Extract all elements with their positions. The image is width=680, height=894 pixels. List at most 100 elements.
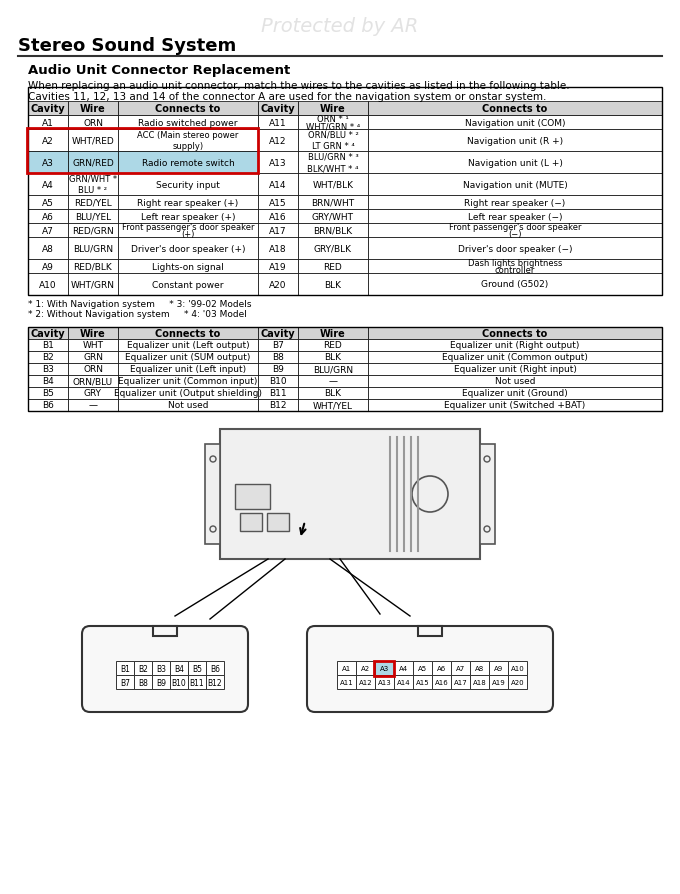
Text: Equalizer unit (Output shielding): Equalizer unit (Output shielding): [114, 389, 262, 398]
Text: RED: RED: [324, 262, 342, 271]
Text: B5: B5: [192, 663, 202, 673]
Bar: [28, 260, 68, 274]
Bar: [298, 152, 368, 173]
Text: Constant power: Constant power: [152, 280, 224, 289]
Text: B7: B7: [272, 342, 284, 350]
Text: Navigation unit (MUTE): Navigation unit (MUTE): [462, 181, 567, 190]
Bar: [258, 173, 298, 196]
Text: A10: A10: [39, 280, 57, 289]
Text: A16: A16: [435, 679, 448, 685]
Bar: [188, 662, 206, 675]
Text: LT GRN * ⁴: LT GRN * ⁴: [311, 142, 354, 151]
Bar: [258, 340, 298, 351]
Circle shape: [412, 477, 448, 512]
Text: A3: A3: [42, 158, 54, 167]
Bar: [258, 210, 298, 224]
Text: A14: A14: [269, 181, 287, 190]
Bar: [298, 400, 368, 411]
Bar: [118, 173, 258, 196]
Bar: [68, 364, 118, 375]
Bar: [118, 375, 258, 388]
Bar: [28, 364, 68, 375]
Bar: [28, 210, 68, 224]
Bar: [118, 388, 258, 400]
Bar: [413, 662, 432, 675]
Text: B6: B6: [210, 663, 220, 673]
Text: A11: A11: [269, 118, 287, 127]
Text: BLU/GRN * ³: BLU/GRN * ³: [307, 153, 358, 162]
Bar: [368, 210, 662, 224]
Bar: [337, 675, 356, 689]
Bar: [28, 173, 68, 196]
Text: A10: A10: [511, 665, 524, 671]
Text: Cavity: Cavity: [260, 329, 295, 339]
Text: BRN/BLK: BRN/BLK: [313, 226, 352, 235]
Text: GRN/WHT *: GRN/WHT *: [69, 175, 117, 184]
Text: RED/YEL: RED/YEL: [74, 198, 112, 207]
Text: B6: B6: [42, 401, 54, 410]
Bar: [68, 173, 118, 196]
Text: B8: B8: [272, 353, 284, 362]
Bar: [375, 662, 394, 675]
Text: Security input: Security input: [156, 181, 220, 190]
Bar: [28, 388, 68, 400]
Text: Equalizer unit (Ground): Equalizer unit (Ground): [462, 389, 568, 398]
Text: When replacing an audio unit connector, match the wires to the cavities as liste: When replacing an audio unit connector, …: [28, 81, 570, 91]
Text: B10: B10: [171, 678, 186, 687]
Text: Navigation unit (COM): Navigation unit (COM): [464, 118, 565, 127]
Text: Navigation unit (R +): Navigation unit (R +): [467, 137, 563, 146]
Bar: [116, 662, 134, 675]
Text: Audio Unit Connector Replacement: Audio Unit Connector Replacement: [28, 64, 290, 77]
Bar: [368, 116, 662, 130]
Text: Equalizer unit (Left input): Equalizer unit (Left input): [130, 365, 246, 374]
Text: Radio remote switch: Radio remote switch: [141, 158, 235, 167]
Bar: [28, 224, 68, 238]
Text: A5: A5: [418, 665, 427, 671]
Text: Left rear speaker (−): Left rear speaker (−): [468, 212, 562, 221]
Text: ORN: ORN: [83, 118, 103, 127]
Bar: [118, 130, 258, 152]
Bar: [188, 675, 206, 689]
Text: Connects to: Connects to: [155, 104, 220, 114]
Bar: [258, 274, 298, 296]
Text: (+): (+): [182, 230, 194, 239]
Bar: [258, 224, 298, 238]
Bar: [298, 196, 368, 210]
Text: Equalizer unit (SUM output): Equalizer unit (SUM output): [125, 353, 251, 362]
Text: WHT/RED: WHT/RED: [71, 137, 114, 146]
Text: Wire: Wire: [320, 329, 346, 339]
Bar: [206, 662, 224, 675]
Text: Driver's door speaker (+): Driver's door speaker (+): [131, 244, 245, 253]
Bar: [258, 196, 298, 210]
Text: —: —: [328, 377, 337, 386]
Text: A9: A9: [494, 665, 503, 671]
Bar: [470, 662, 489, 675]
Bar: [298, 375, 368, 388]
Bar: [508, 675, 527, 689]
Bar: [356, 675, 375, 689]
Text: A4: A4: [42, 181, 54, 190]
Bar: [298, 260, 368, 274]
Bar: [368, 364, 662, 375]
Bar: [134, 675, 152, 689]
Bar: [68, 260, 118, 274]
Text: BLK: BLK: [324, 280, 341, 289]
Text: BLK: BLK: [324, 389, 341, 398]
Text: WHT/BLK: WHT/BLK: [313, 181, 354, 190]
Bar: [258, 130, 298, 152]
Bar: [432, 675, 451, 689]
Text: B12: B12: [269, 401, 287, 410]
Text: Cavity: Cavity: [31, 104, 65, 114]
Bar: [68, 400, 118, 411]
Text: Not used: Not used: [495, 377, 535, 386]
Text: A6: A6: [437, 665, 446, 671]
Bar: [28, 340, 68, 351]
Bar: [240, 513, 262, 531]
Text: Cavity: Cavity: [31, 329, 65, 339]
Text: RED/GRN: RED/GRN: [72, 226, 114, 235]
FancyBboxPatch shape: [307, 627, 553, 713]
Bar: [258, 388, 298, 400]
Bar: [394, 675, 413, 689]
Text: A9: A9: [42, 262, 54, 271]
Bar: [68, 388, 118, 400]
